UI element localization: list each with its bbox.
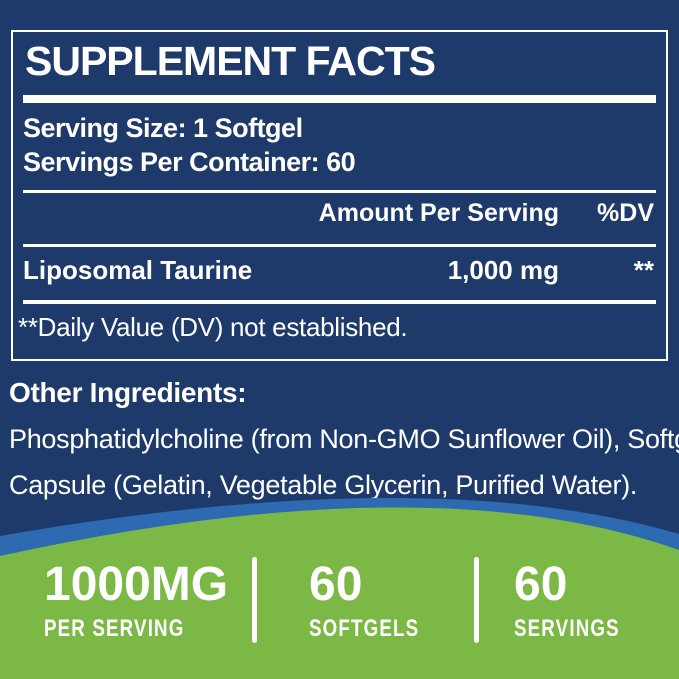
other-ingredients-heading: Other Ingredients: (9, 377, 247, 408)
other-ingredients-line-1: Phosphatidylcholine (from Non-GMO Sunflo… (9, 424, 679, 454)
stat-divider-1 (252, 557, 257, 643)
stat-value-per-serving: 1000MG (44, 558, 229, 611)
header-bottom-rule (23, 244, 656, 247)
dv-header: %DV (597, 199, 654, 227)
stat-servings: 60 SERVINGS (514, 561, 650, 641)
footnote-rule (23, 300, 656, 304)
stats-band: 1000MG PER SERVING 60 SOFTGELS 60 SERVIN… (0, 556, 679, 666)
nutrient-name: Liposomal Taurine (23, 255, 253, 285)
other-ingredients-line-2: Capsule (Gelatin, Vegetable Glycerin, Pu… (9, 470, 638, 500)
amount-per-serving-header: Amount Per Serving (318, 199, 559, 227)
stat-softgels: 60 SOFTGELS (309, 561, 450, 641)
title-divider-rule (23, 95, 656, 103)
stat-label-servings: SERVINGS (514, 615, 620, 642)
nutrient-amount: 1,000 mg (447, 255, 559, 285)
table-header-row: Amount Per Serving %DV (13, 196, 666, 230)
stat-value-servings: 60 (514, 558, 568, 611)
stat-label-per-serving: PER SERVING (44, 615, 185, 642)
table-row: Liposomal Taurine 1,000 mg ** (13, 252, 666, 288)
wave-green-arc (0, 507, 679, 679)
servings-per-container: Servings Per Container: 60 (23, 147, 356, 177)
supplement-facts-panel: SUPPLEMENT FACTS Serving Size: 1 Softgel… (11, 30, 668, 361)
stat-value-softgels: 60 (309, 558, 363, 611)
panel-title: SUPPLEMENT FACTS (25, 38, 436, 84)
stat-per-serving: 1000MG PER SERVING (44, 561, 228, 641)
stat-divider-2 (474, 557, 479, 643)
wave-graphic (0, 497, 679, 679)
serving-size: Serving Size: 1 Softgel (23, 113, 303, 143)
dv-footnote: **Daily Value (DV) not established. (18, 312, 408, 342)
other-ingredients-section: Other Ingredients: Phosphatidylcholine (… (9, 370, 679, 508)
nutrient-dv: ** (633, 255, 654, 285)
stat-label-softgels: SOFTGELS (309, 615, 420, 642)
header-top-rule (23, 190, 656, 193)
